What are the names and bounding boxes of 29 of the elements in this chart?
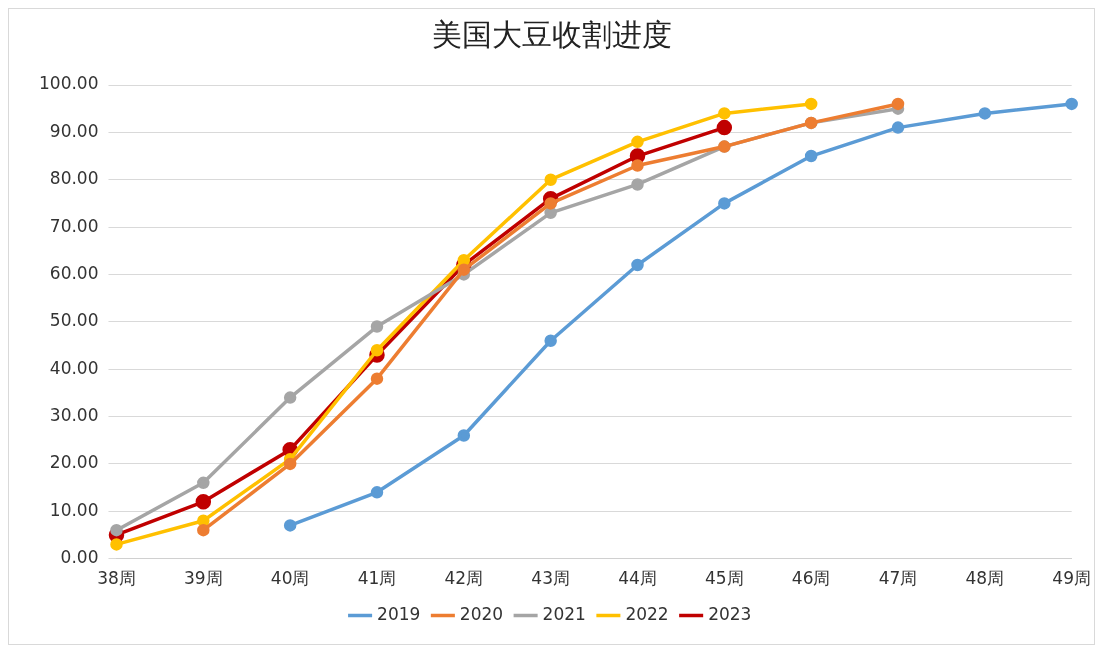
y-tick-label: 80.00 (49, 168, 99, 189)
legend-label: 2022 (625, 603, 669, 624)
y-tick-label: 50.00 (49, 310, 99, 331)
y-tick-label: 90.00 (49, 120, 99, 141)
x-tick-label: 38周 (97, 568, 136, 589)
y-tick-label: 40.00 (49, 357, 99, 378)
chart-title: 美国大豆收割进度 (431, 16, 672, 52)
legend-label: 2019 (377, 603, 421, 624)
x-tick-label: 46周 (791, 568, 831, 589)
x-tick-label: 45周 (705, 568, 744, 589)
y-tick-label: 30.00 (49, 404, 99, 425)
legend-label: 2021 (542, 603, 586, 624)
x-tick-label: 41周 (357, 568, 397, 589)
x-tick-label: 44周 (618, 568, 657, 589)
x-tick-label: 48周 (965, 568, 1005, 589)
y-tick-label: 20.00 (49, 452, 99, 473)
y-tick-label: 60.00 (49, 262, 99, 283)
x-tick-label: 39周 (184, 568, 223, 589)
y-tick-label: 10.00 (49, 499, 99, 520)
y-tick-label: 70.00 (49, 215, 99, 236)
x-tick-label: 49周 (1052, 568, 1091, 589)
legend-label: 2023 (708, 603, 752, 624)
y-tick-label: 0.00 (60, 547, 99, 568)
legend-label: 2020 (459, 603, 504, 624)
x-tick-label: 40周 (270, 568, 310, 589)
x-tick-label: 47周 (878, 568, 918, 589)
x-tick-label: 42周 (444, 568, 484, 589)
y-tick-label: 100.00 (39, 73, 99, 94)
x-tick-label: 43周 (531, 568, 570, 589)
